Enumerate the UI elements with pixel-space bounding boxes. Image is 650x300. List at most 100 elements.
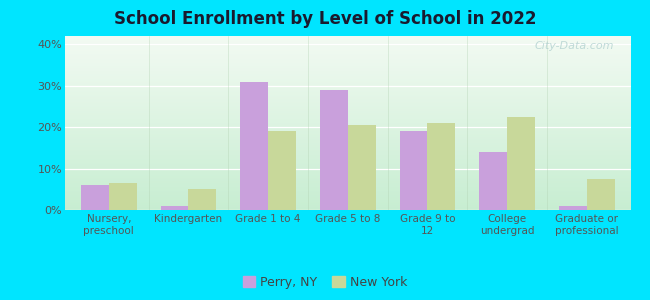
Bar	[65, 187, 630, 188]
Bar	[65, 190, 630, 191]
Bar	[65, 199, 630, 200]
Bar	[65, 208, 630, 209]
Bar	[65, 127, 630, 128]
Bar	[65, 87, 630, 88]
Bar	[65, 176, 630, 177]
Bar	[65, 155, 630, 156]
Bar	[65, 57, 630, 58]
Bar	[65, 59, 630, 60]
Bar	[65, 117, 630, 118]
Bar	[65, 202, 630, 203]
Bar	[268, 131, 296, 210]
Bar	[428, 123, 455, 210]
Bar	[65, 148, 630, 149]
Bar	[65, 146, 630, 147]
Bar	[65, 159, 630, 160]
Bar	[65, 92, 630, 93]
Bar	[65, 182, 630, 183]
Bar	[65, 102, 630, 103]
Bar	[65, 197, 630, 198]
Bar	[65, 185, 630, 186]
Bar	[65, 163, 630, 164]
Bar	[65, 204, 630, 205]
Bar	[65, 70, 630, 71]
Bar	[65, 170, 630, 171]
Bar	[65, 110, 630, 111]
Bar	[65, 154, 630, 155]
Bar	[65, 101, 630, 102]
Bar	[65, 150, 630, 151]
Bar	[65, 201, 630, 202]
Bar	[65, 37, 630, 38]
Bar	[559, 206, 587, 210]
Bar	[65, 107, 630, 108]
Bar	[65, 86, 630, 87]
Bar	[65, 189, 630, 190]
Bar	[65, 69, 630, 70]
Bar	[65, 158, 630, 159]
Bar	[188, 189, 216, 210]
Bar	[65, 60, 630, 61]
Bar	[65, 186, 630, 187]
Bar	[65, 183, 630, 184]
Bar	[65, 125, 630, 126]
Bar	[65, 207, 630, 208]
Bar	[65, 139, 630, 140]
Bar	[65, 164, 630, 165]
Bar	[65, 67, 630, 68]
Bar	[65, 85, 630, 86]
Bar	[65, 179, 630, 180]
Bar	[65, 143, 630, 144]
Bar	[65, 79, 630, 80]
Bar	[65, 209, 630, 210]
Bar	[507, 117, 535, 210]
Bar	[65, 92, 630, 93]
Bar	[65, 97, 630, 98]
Bar	[65, 38, 630, 39]
Bar	[65, 36, 630, 37]
Bar	[65, 184, 630, 185]
Bar	[65, 152, 630, 153]
Bar	[65, 65, 630, 66]
Bar	[65, 62, 630, 63]
Bar	[65, 137, 630, 138]
Bar	[65, 153, 630, 154]
Bar	[65, 180, 630, 181]
Bar	[65, 94, 630, 95]
Bar	[65, 157, 630, 158]
Bar	[65, 90, 630, 91]
Bar	[65, 52, 630, 53]
Bar	[65, 203, 630, 204]
Bar	[65, 75, 630, 76]
Bar	[65, 61, 630, 62]
Bar	[65, 100, 630, 101]
Bar	[65, 128, 630, 129]
Bar	[65, 72, 630, 73]
Bar	[65, 151, 630, 152]
Bar	[65, 103, 630, 104]
Bar	[65, 71, 630, 72]
Bar	[65, 124, 630, 125]
Bar	[65, 140, 630, 141]
Bar	[65, 46, 630, 47]
Bar	[65, 98, 630, 99]
Bar	[65, 42, 630, 43]
Bar	[65, 83, 630, 84]
Bar	[65, 193, 630, 194]
Bar	[65, 43, 630, 44]
Bar	[65, 66, 630, 67]
Bar	[65, 41, 630, 42]
Bar	[65, 174, 630, 175]
Bar	[65, 120, 630, 121]
Bar	[65, 113, 630, 114]
Bar	[81, 185, 109, 210]
Bar	[65, 105, 630, 106]
Bar	[65, 149, 630, 150]
Bar	[65, 160, 630, 161]
Bar	[65, 175, 630, 176]
Bar	[65, 134, 630, 135]
Bar	[65, 142, 630, 143]
Bar	[65, 198, 630, 199]
Bar	[65, 115, 630, 116]
Bar	[65, 147, 630, 148]
